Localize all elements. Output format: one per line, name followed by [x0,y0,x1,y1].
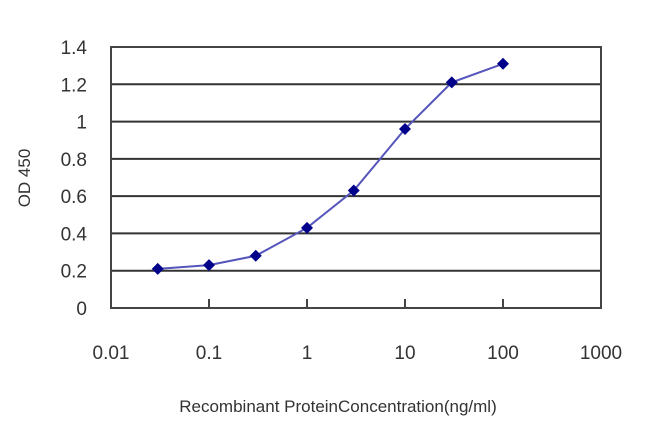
data-series [151,57,509,275]
diamond-marker-icon [151,262,164,275]
x-tick-label: 0.1 [196,343,222,364]
x-tick-label: 1 [302,343,313,364]
series-line [157,62,504,270]
x-axis-tick-labels: 0.01 0.1 1 10 100 1000 [93,343,623,364]
diamond-marker-icon [301,221,313,234]
y-tick-label: 0.8 [61,150,87,171]
y-axis-tick-labels: 0 0.2 0.4 0.6 0.8 1 1.2 1.4 [61,38,88,320]
x-tick-label: 100 [487,343,519,364]
y-tick-label: 1 [76,113,87,134]
y-tick-label: 1.4 [61,38,88,59]
x-tick-label: 10 [394,343,415,364]
y-tick-label: 0.4 [61,224,88,245]
diamond-marker-icon [497,57,509,70]
x-tick-label: 1000 [580,343,622,364]
plot-area [110,46,602,309]
y-tick-label: 0.6 [61,187,87,208]
gridlines [111,83,601,272]
diamond-marker-icon [249,249,262,262]
diamond-marker-icon [203,259,215,272]
x-tick-label: 0.01 [93,343,130,364]
y-tick-label: 0.2 [61,262,87,283]
x-axis-title: Recombinant ProteinConcentration(ng/ml) [179,397,497,416]
diamond-marker-icon [399,123,411,136]
y-axis-title: OD 450 [15,149,34,208]
diamond-marker-icon [347,184,360,197]
diamond-marker-icon [445,76,458,89]
y-tick-label: 0 [76,299,87,320]
y-tick-label: 1.2 [61,75,87,96]
x-axis-ticks [208,299,504,308]
